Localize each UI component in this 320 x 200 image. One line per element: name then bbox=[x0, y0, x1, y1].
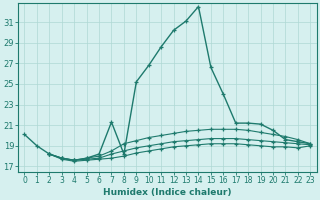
X-axis label: Humidex (Indice chaleur): Humidex (Indice chaleur) bbox=[103, 188, 232, 197]
